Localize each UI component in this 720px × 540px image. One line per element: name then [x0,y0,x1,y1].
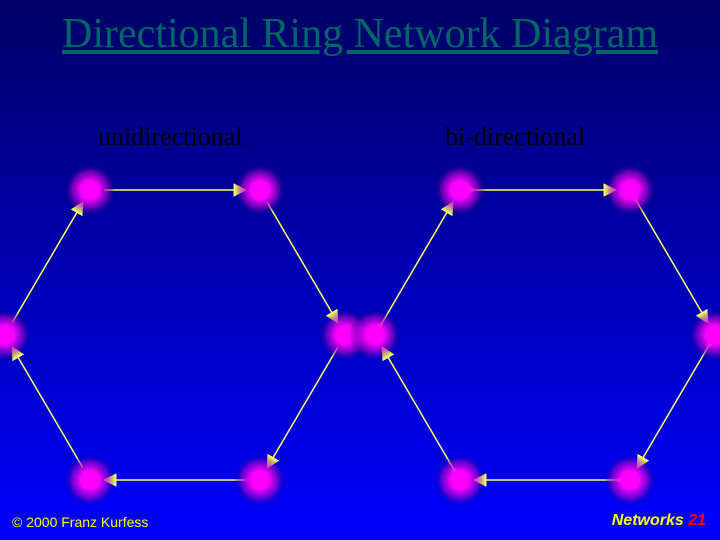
network-edge [637,347,708,467]
footer-page: Networks 21 [612,512,706,530]
slide-stage: Directional Ring Network Diagram unidire… [0,0,720,540]
network-node [0,309,31,361]
network-edge [12,202,83,322]
footer-section: Networks [612,512,688,529]
network-edge [267,347,338,467]
footer-copyright: © 2000 Franz Kurfess [12,514,148,530]
diagram-svg [0,0,720,540]
network-node [64,164,116,216]
network-node [349,309,401,361]
network-node [689,309,720,361]
network-node [64,454,116,506]
network-node [434,164,486,216]
network-node [234,164,286,216]
network-edge [637,202,708,322]
network-node [604,454,656,506]
footer-number: 21 [688,512,706,529]
network-node [434,454,486,506]
network-node [234,454,286,506]
network-edge [267,202,338,322]
network-edge [382,347,453,467]
network-node [604,164,656,216]
network-edge [12,347,83,467]
network-edge [382,202,453,322]
